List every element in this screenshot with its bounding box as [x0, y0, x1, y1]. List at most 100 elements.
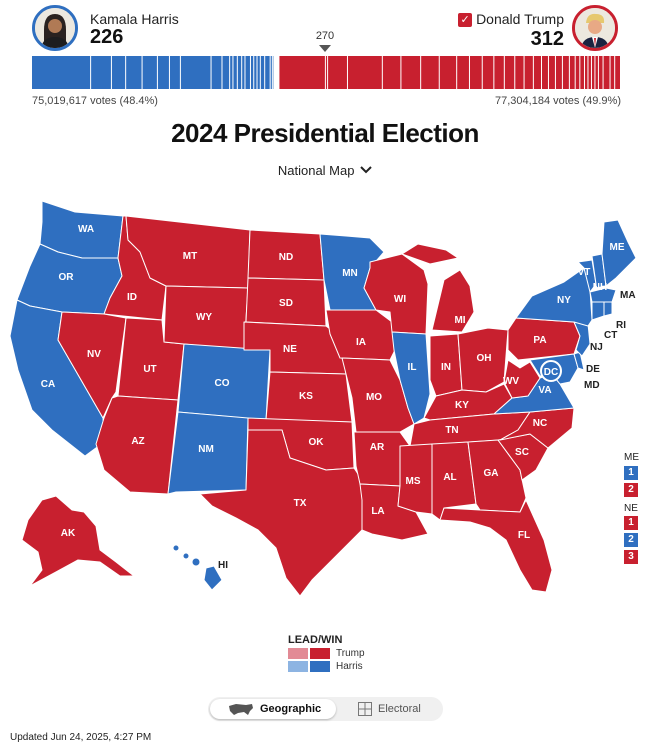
state-tx[interactable] — [199, 429, 363, 597]
label-wv: WV — [503, 376, 519, 387]
state-wv[interactable] — [503, 359, 541, 399]
state-az[interactable] — [95, 395, 179, 495]
trump-ev-segment — [595, 56, 598, 89]
state-hi-islands[interactable] — [172, 544, 180, 552]
electoral-vote-bar — [32, 56, 620, 89]
trump-ev-segment — [457, 56, 469, 89]
label-ne: NE — [283, 344, 297, 355]
us-election-map: WA OR CA ID NV UT AZ MT WY CO NM ND SD N… — [9, 200, 637, 597]
label-az: AZ — [131, 436, 144, 447]
legend-title: LEAD/WIN — [288, 634, 343, 646]
label-sd: SD — [279, 298, 293, 309]
label-al: AL — [443, 472, 456, 483]
label-nc: NC — [533, 418, 547, 429]
state-hi-islands[interactable] — [191, 557, 201, 567]
state-hi-islands[interactable] — [182, 552, 190, 560]
harris-ev-segment — [233, 56, 237, 89]
label-nv: NV — [87, 349, 101, 360]
state-hi[interactable] — [203, 565, 223, 591]
state-mo[interactable] — [341, 357, 415, 433]
ne-district-1[interactable]: 1 — [624, 516, 638, 530]
harris-ev-segment — [265, 56, 270, 89]
winner-check-icon: ✓ — [458, 13, 473, 27]
state-nv[interactable] — [57, 311, 127, 419]
state-fl[interactable] — [439, 499, 553, 593]
electoral-toggle[interactable]: Electoral — [378, 703, 421, 715]
person-icon — [35, 8, 75, 48]
label-nh: NH — [593, 282, 607, 293]
trump-ev-segment — [325, 56, 347, 89]
label-tn: TN — [445, 425, 458, 436]
state-dc[interactable] — [540, 360, 562, 382]
harris-ev-segment — [142, 56, 157, 89]
map-view-label: National Map — [277, 163, 355, 178]
state-nc[interactable] — [499, 407, 575, 449]
legend-trump-label: Trump — [336, 648, 365, 659]
label-sc: SC — [515, 447, 529, 458]
updated-timestamp: Updated Jun 24, 2025, 4:27 PM — [10, 732, 152, 743]
trump-ev-segment — [584, 56, 588, 89]
state-ct[interactable] — [591, 301, 605, 321]
label-ar: AR — [370, 442, 385, 453]
ne-district-2[interactable]: 2 — [624, 533, 638, 547]
trump-name: Donald Trump — [476, 11, 564, 27]
harris-ev-segment — [272, 56, 274, 89]
harris-ev-segment — [237, 56, 242, 89]
trump-ev-segment — [439, 56, 457, 89]
threshold-label: 270 — [315, 30, 335, 42]
label-ia: IA — [356, 337, 366, 348]
label-ms: MS — [406, 476, 421, 487]
label-ky: KY — [455, 400, 469, 411]
trump-ev-segment — [591, 56, 595, 89]
state-ca[interactable] — [9, 299, 105, 457]
state-nm[interactable] — [167, 411, 249, 495]
label-in: IN — [441, 362, 451, 373]
trump-popular-vote: 77,304,184 votes (49.9%) — [495, 95, 621, 107]
label-wi: WI — [394, 294, 406, 305]
trump-ev-segment — [610, 56, 615, 89]
geographic-toggle[interactable]: Geographic — [210, 699, 336, 719]
trump-ev-segment — [401, 56, 421, 89]
threshold-marker-icon — [319, 45, 331, 52]
harris-ev-segment — [254, 56, 257, 89]
state-ri[interactable] — [603, 301, 613, 317]
trump-ev-segment — [598, 56, 603, 89]
label-id: ID — [127, 292, 137, 303]
me-district-1[interactable]: 1 — [624, 466, 638, 480]
harris-ev-segment — [169, 56, 180, 89]
trump-ev-segment — [382, 56, 401, 89]
label-ct: CT — [604, 330, 617, 341]
harris-ev-segment — [180, 56, 211, 89]
label-nm: NM — [198, 444, 214, 455]
label-il: IL — [408, 362, 417, 373]
state-mi-up[interactable] — [401, 243, 459, 265]
page-title: 2024 Presidential Election — [171, 118, 479, 148]
state-vt[interactable] — [577, 259, 597, 293]
state-nh[interactable] — [591, 253, 607, 289]
label-ri: RI — [616, 320, 626, 331]
ne-district-3[interactable]: 3 — [624, 550, 638, 564]
trump-ev-segment — [548, 56, 555, 89]
state-me[interactable] — [601, 219, 637, 287]
state-ma[interactable] — [589, 287, 617, 303]
me-district-2[interactable]: 2 — [624, 483, 638, 497]
harris-ev-segment — [250, 56, 254, 89]
legend-swatch-harris-lead — [288, 661, 308, 672]
trump-avatar — [572, 5, 618, 51]
trump-ev-segment — [541, 56, 548, 89]
label-wa: WA — [78, 224, 94, 235]
trump-name-row: ✓ Donald Trump — [458, 11, 564, 27]
legend-harris-label: Harris — [336, 661, 363, 672]
trump-ev-segment — [524, 56, 533, 89]
map-view-dropdown[interactable]: National Map — [0, 163, 650, 178]
label-nj: NJ — [590, 342, 603, 353]
state-mi[interactable] — [431, 269, 475, 333]
harris-popular-vote: 75,019,617 votes (48.4%) — [32, 95, 158, 107]
trump-ev-segment — [580, 56, 584, 89]
label-tx: TX — [294, 498, 307, 509]
state-ak[interactable] — [21, 495, 135, 587]
state-ia[interactable] — [325, 309, 397, 361]
label-mi: MI — [454, 315, 465, 326]
label-mt: MT — [183, 251, 197, 262]
label-ny: NY — [557, 295, 571, 306]
